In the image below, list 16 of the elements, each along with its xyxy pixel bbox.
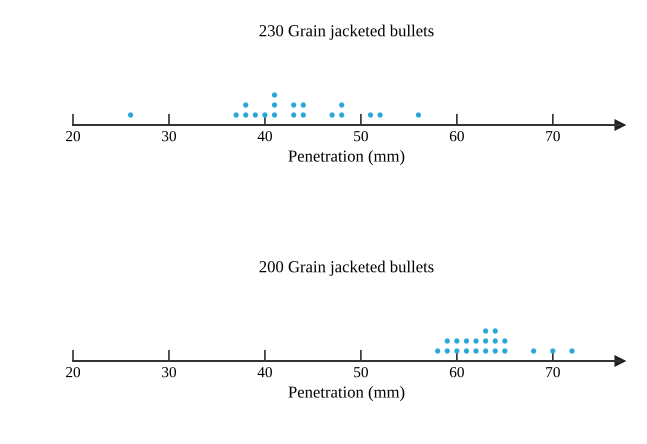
- x-tick-label: 30: [162, 366, 176, 378]
- x-axis-title: Penetration (mm): [288, 386, 404, 402]
- x-tick-label: 60: [450, 366, 464, 378]
- x-tick-label: 20: [66, 130, 80, 142]
- x-tick-label: 60: [450, 130, 464, 142]
- x-tick-label: 30: [162, 130, 176, 142]
- x-axis-title: Penetration (mm): [288, 150, 404, 166]
- x-tick-label: 70: [546, 366, 560, 378]
- x-tick-label: 20: [66, 366, 80, 378]
- chart-title: 230 Grain jacketed bullets: [260, 24, 434, 40]
- x-tick-label: 40: [258, 130, 272, 142]
- x-tick-label: 70: [546, 130, 560, 142]
- x-tick-label: 40: [258, 366, 272, 378]
- chart-title: 200 Grain jacketed bullets: [260, 260, 434, 276]
- x-tick-label: 50: [354, 130, 368, 142]
- x-tick-label: 50: [354, 366, 368, 378]
